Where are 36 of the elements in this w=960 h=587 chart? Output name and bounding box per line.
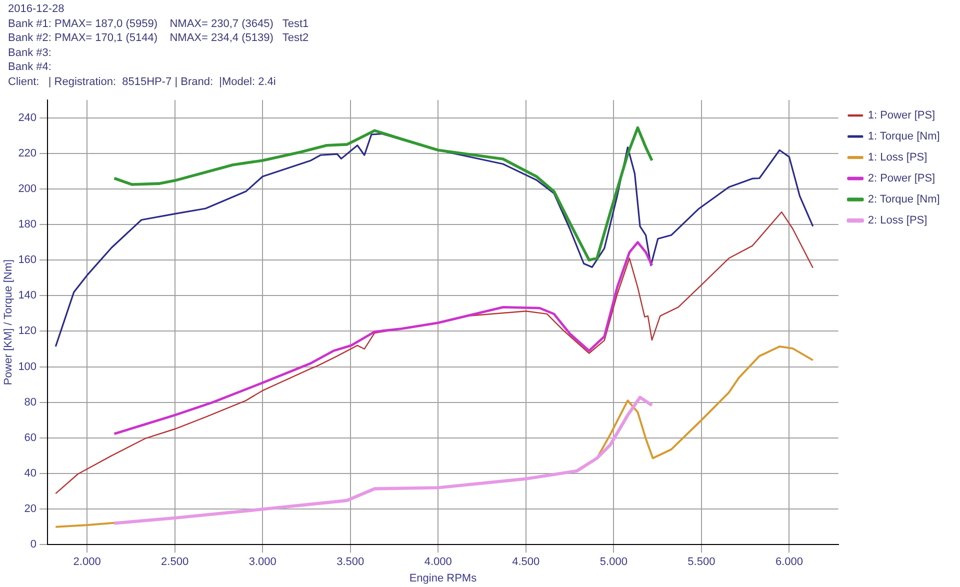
legend-label: 2: Torque [Nm] xyxy=(868,194,940,206)
y-tick-label: 60 xyxy=(24,432,37,444)
y-tick-label: 20 xyxy=(24,503,37,516)
x-tick-label: 5.500 xyxy=(688,556,716,568)
x-tick-label: 2.500 xyxy=(161,556,189,568)
x-tick-label: 4.500 xyxy=(512,556,540,568)
y-tick-label: 0 xyxy=(30,538,37,551)
x-tick-label: 2.000 xyxy=(73,556,101,568)
text: 2016-12-28 xyxy=(8,2,66,16)
y-tick-label: 140 xyxy=(18,290,37,302)
y-tick-label: 220 xyxy=(18,147,37,160)
legend-label: 1: Power [PS] xyxy=(868,110,936,122)
x-tick-label: 4.000 xyxy=(424,556,452,568)
legend-label: 1: Torque [Nm] xyxy=(868,130,940,143)
x-tick-label: 5.000 xyxy=(600,556,628,568)
legend-label: 1: Loss [PS] xyxy=(868,152,928,164)
y-tick-label: 240 xyxy=(18,112,37,124)
y-tick-label: 40 xyxy=(24,467,37,480)
x-tick-label: 6.000 xyxy=(775,556,803,568)
text: Bank #3: xyxy=(8,46,52,60)
text: Bank #1: PMAX= 187,0 (5959) NMAX= 230,7 (3645) Test1 xyxy=(8,16,309,31)
legend-label: 2: Loss [PS] xyxy=(868,214,928,227)
y-tick-label: 200 xyxy=(18,182,37,195)
y-tick-label: 100 xyxy=(18,360,37,373)
y-tick-label: 80 xyxy=(24,396,37,408)
y-tick-label: 120 xyxy=(18,325,37,338)
text: Bank #4: xyxy=(8,60,52,74)
x-tick-label: 3.500 xyxy=(336,556,364,568)
y-axis-title: Power [KM] / Torque [Nm] xyxy=(2,259,15,386)
x-tick-label: 3.000 xyxy=(248,556,276,568)
text: Bank #2: PMAX= 170,1 (5144) NMAX= 234,4 (5139) Test2 xyxy=(8,31,309,46)
y-tick-label: 180 xyxy=(18,218,37,231)
y-tick-label: 160 xyxy=(18,254,37,266)
legend-label: 2: Power [PS] xyxy=(868,172,936,185)
text: Client: | Registration: 8515HP-7 | Brand: |Model: 2.4i xyxy=(8,74,277,89)
x-axis-title: Engine RPMs xyxy=(409,572,478,584)
